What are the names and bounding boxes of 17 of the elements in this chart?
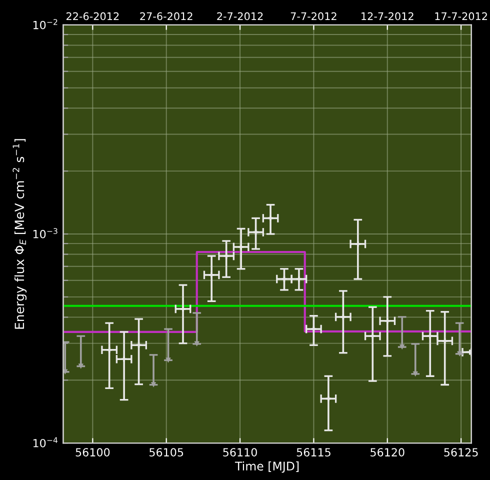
x-tick-label: 56100 — [76, 448, 110, 456]
x2-tick-label: 7-7-2012 — [290, 12, 336, 20]
x2-tick-label: 22-6-2012 — [66, 12, 119, 20]
x-tick-label: 56110 — [223, 448, 257, 456]
x2-tick-label: 17-7-2012 — [435, 12, 487, 20]
x-tick-label: 56115 — [296, 448, 330, 456]
y-tick-label: 10$^{−2}$ — [33, 19, 58, 30]
x2-tick-label: 2-7-2012 — [217, 12, 263, 20]
x-tick-label: 56120 — [370, 448, 404, 456]
x-tick-label: 56105 — [150, 448, 184, 456]
x-tick-label: 56125 — [444, 448, 478, 456]
x-axis-title: Time [MJD] — [234, 461, 299, 473]
y-tick-label: 10$^{−3}$ — [33, 228, 58, 238]
y-axis-title: Energy flux Φ$_{E}$ [MeV cm$^{−2}$ s$^{−1}$] — [12, 139, 27, 329]
y-tick-label: 10$^{−4}$ — [33, 437, 58, 448]
x2-tick-label: 27-6-2012 — [140, 12, 192, 20]
x2-tick-label: 12-7-2012 — [362, 12, 414, 20]
